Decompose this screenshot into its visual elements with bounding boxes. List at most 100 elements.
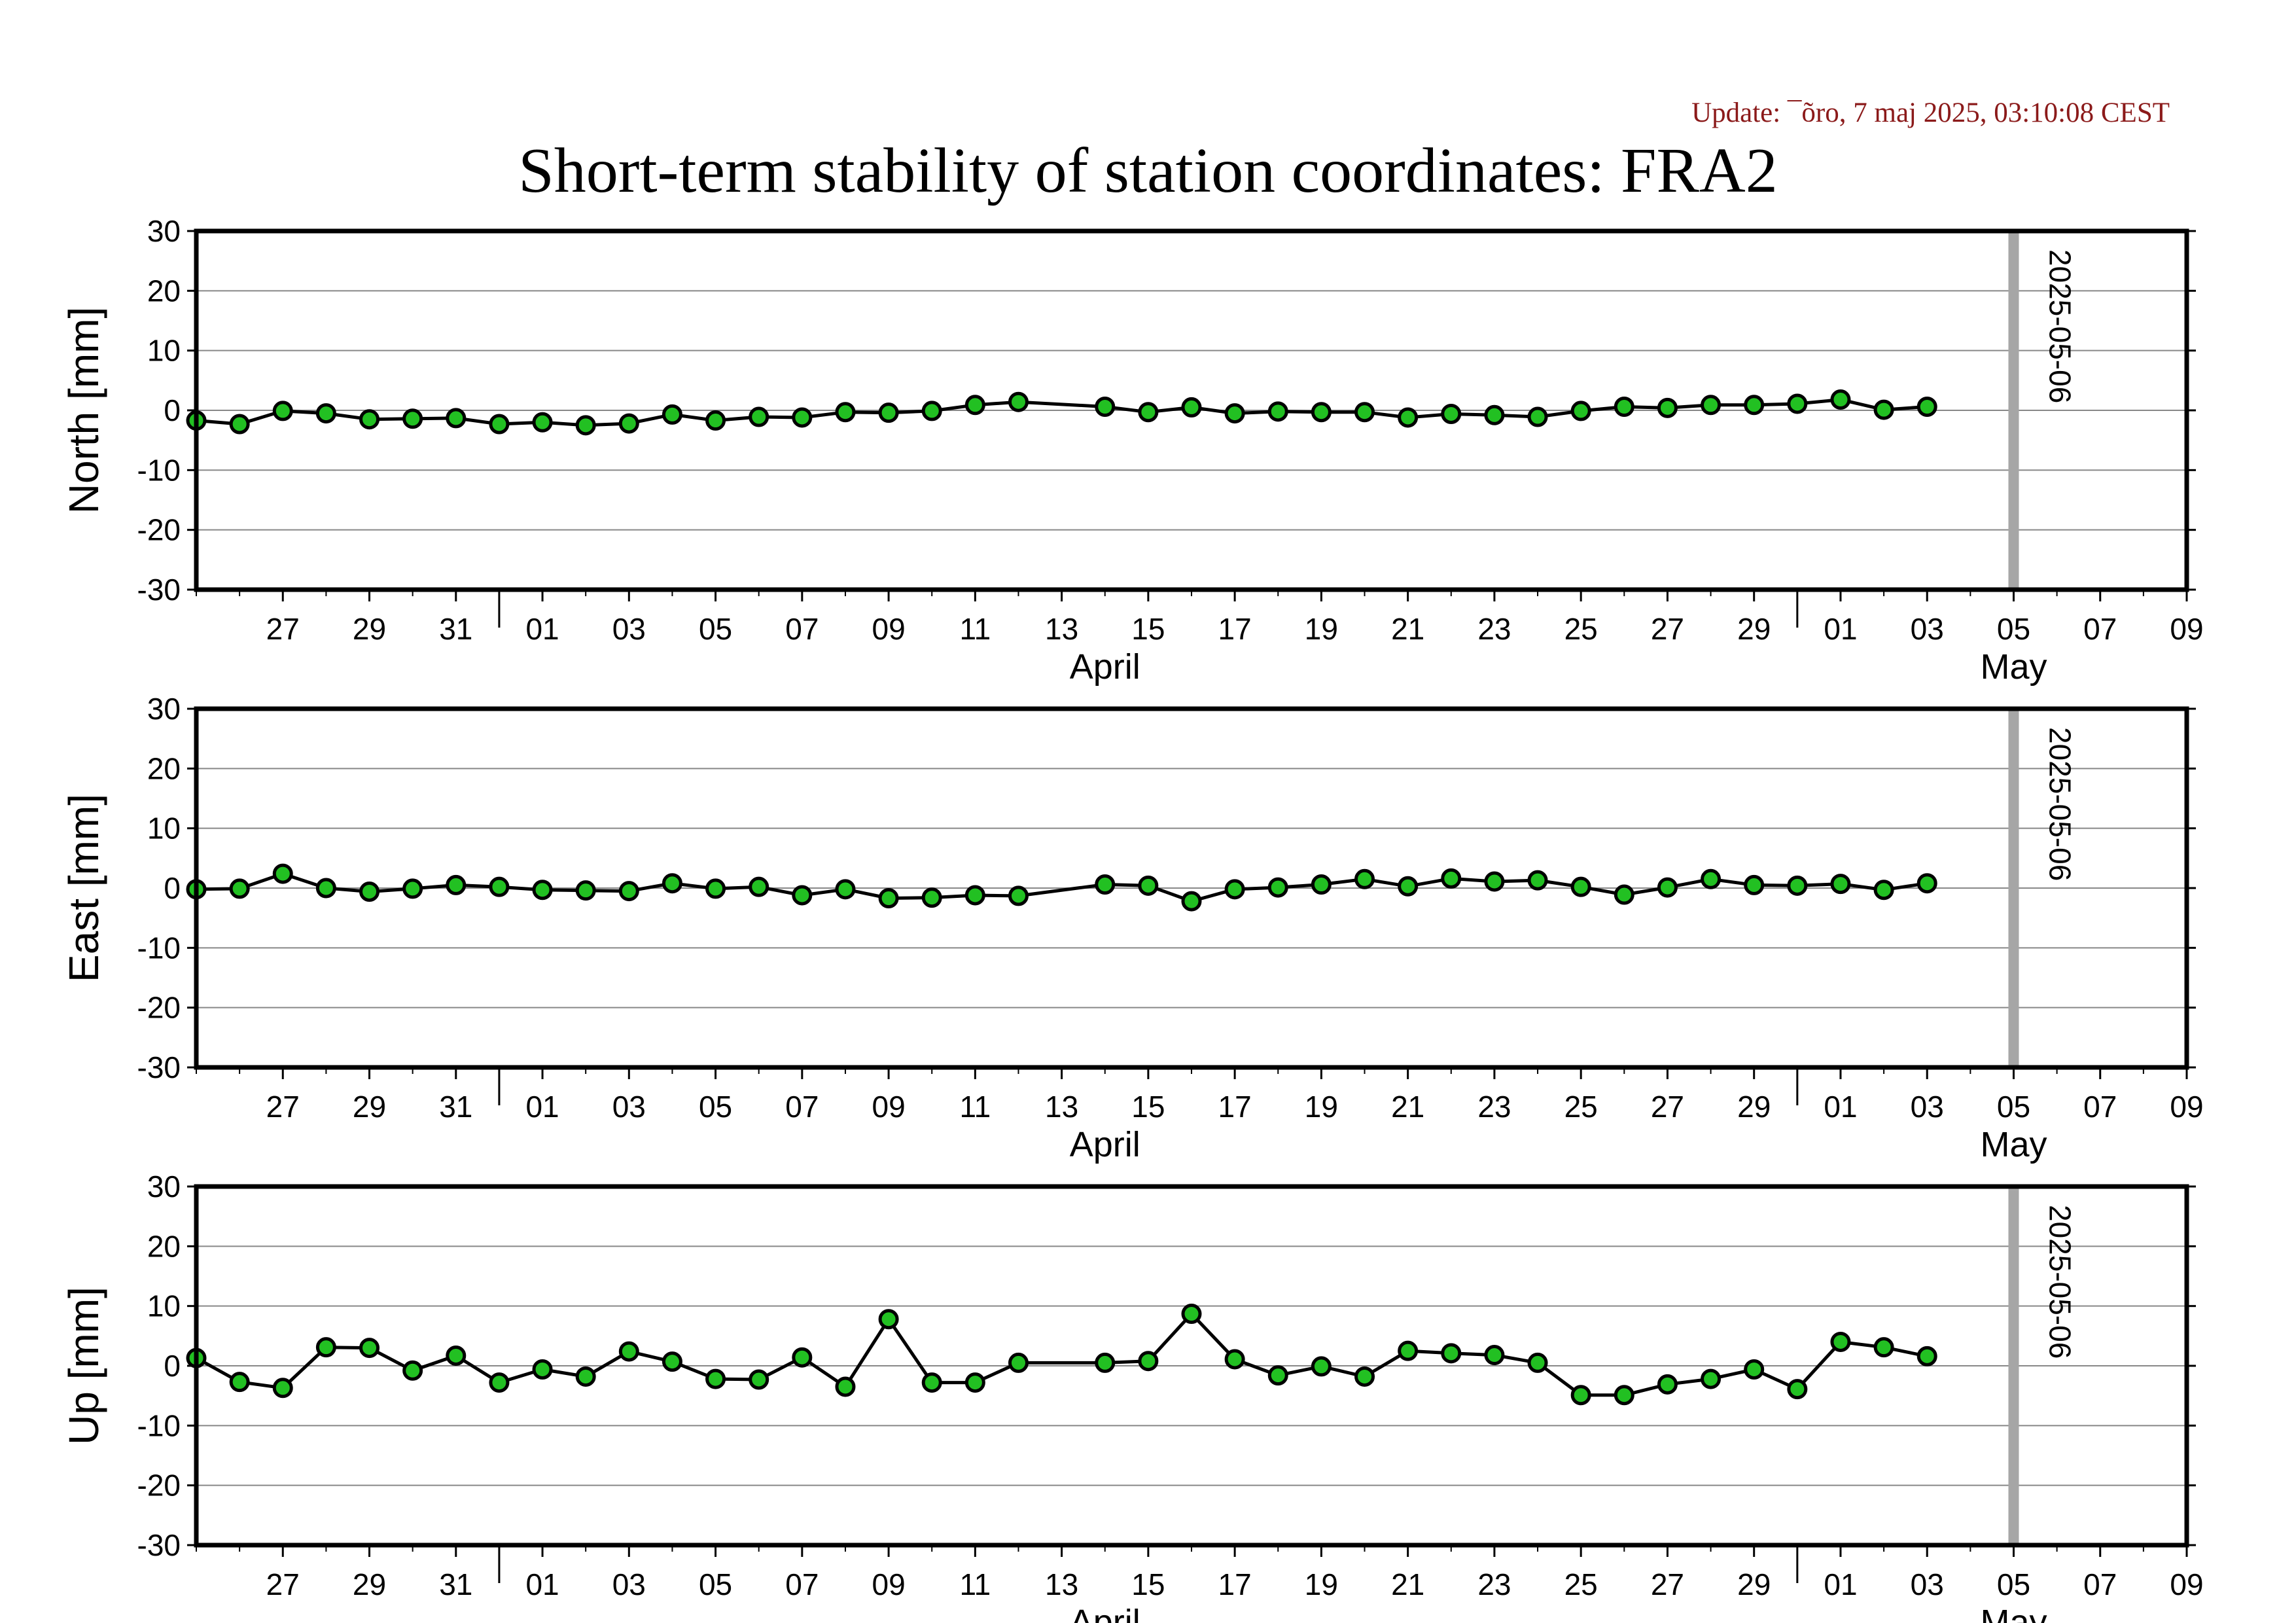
data-point xyxy=(359,1338,380,1359)
data-point xyxy=(1787,875,1808,896)
data-point xyxy=(1484,1345,1505,1366)
x-tick-label: 07 xyxy=(785,1090,819,1124)
y-tick-label: 10 xyxy=(147,334,181,368)
data-point xyxy=(964,1372,985,1393)
x-tick-label: 09 xyxy=(872,612,906,646)
x-tick-label: 05 xyxy=(699,1567,732,1601)
series-line xyxy=(196,398,1928,427)
x-tick-label: 11 xyxy=(959,1567,991,1601)
data-point xyxy=(1873,880,1894,901)
data-point xyxy=(792,1347,813,1368)
data-point xyxy=(272,1378,293,1399)
data-point xyxy=(921,1372,942,1393)
data-point xyxy=(359,409,380,430)
current-date-label: 2025-05-06 xyxy=(2043,727,2077,881)
x-tick-label: 01 xyxy=(525,612,559,646)
x-tick-label: 17 xyxy=(1218,612,1252,646)
data-point xyxy=(532,1359,553,1380)
x-tick-label: 09 xyxy=(872,1090,906,1124)
data-point xyxy=(315,878,336,899)
x-tick-label: 05 xyxy=(1997,1567,2030,1601)
x-tick-label: 03 xyxy=(1911,612,1944,646)
x-tick-label: 23 xyxy=(1477,1567,1511,1601)
data-point xyxy=(1441,1343,1462,1364)
x-tick-label: 19 xyxy=(1305,612,1338,646)
data-point xyxy=(705,1368,726,1389)
data-point xyxy=(1095,1352,1116,1373)
data-point xyxy=(1008,1352,1029,1373)
data-point xyxy=(489,876,510,897)
data-point xyxy=(835,1376,856,1397)
data-point xyxy=(749,876,769,897)
data-point xyxy=(1787,393,1808,414)
x-tick-label: 27 xyxy=(266,612,300,646)
x-tick-label: 03 xyxy=(1911,1567,1944,1601)
data-point xyxy=(446,874,467,895)
x-tick-label: 21 xyxy=(1391,612,1424,646)
x-tick-label: 05 xyxy=(1997,612,2030,646)
x-tick-label: 29 xyxy=(353,1090,386,1124)
data-point xyxy=(229,1372,250,1393)
y-tick-label: 0 xyxy=(164,871,181,905)
y-axis-label: East [mm] xyxy=(60,794,107,982)
x-tick-label: 17 xyxy=(1218,1090,1252,1124)
x-tick-label: 29 xyxy=(353,612,386,646)
data-point xyxy=(489,1372,510,1393)
x-tick-label: 07 xyxy=(785,612,819,646)
data-point xyxy=(1701,1368,1722,1389)
data-point xyxy=(705,410,726,431)
data-point xyxy=(1138,1351,1159,1372)
data-point xyxy=(1873,399,1894,420)
data-point xyxy=(1614,397,1634,418)
x-tick-label: 31 xyxy=(439,612,472,646)
data-point xyxy=(792,885,813,906)
data-point xyxy=(575,880,596,901)
data-point xyxy=(964,885,985,906)
data-point xyxy=(921,401,942,421)
data-point xyxy=(1224,403,1245,424)
month-label: April xyxy=(1070,1125,1140,1164)
data-point xyxy=(662,1351,682,1372)
data-point xyxy=(618,1341,639,1362)
y-tick-label: 30 xyxy=(147,692,181,726)
data-point xyxy=(402,408,423,429)
data-point xyxy=(1916,397,1937,418)
data-point xyxy=(229,414,250,435)
data-point xyxy=(1614,884,1634,905)
x-tick-label: 05 xyxy=(1997,1090,2030,1124)
data-point xyxy=(749,406,769,427)
data-point xyxy=(1398,876,1419,897)
data-point xyxy=(1311,874,1332,895)
data-point xyxy=(1354,402,1375,423)
x-tick-label: 01 xyxy=(525,1090,559,1124)
y-tick-label: 10 xyxy=(147,812,181,846)
data-point xyxy=(272,401,293,421)
data-point xyxy=(1224,879,1245,900)
x-tick-label: 23 xyxy=(1477,1090,1511,1124)
x-tick-label: 27 xyxy=(1651,612,1684,646)
data-point xyxy=(1008,391,1029,412)
data-point xyxy=(1570,1385,1591,1406)
x-tick-label: 29 xyxy=(353,1567,386,1601)
data-point xyxy=(272,863,293,884)
data-point xyxy=(315,1337,336,1358)
plot-frame xyxy=(194,228,2189,592)
x-tick-label: 07 xyxy=(2083,1090,2117,1124)
series-line xyxy=(195,1312,1928,1397)
month-label: April xyxy=(1070,1603,1140,1623)
data-point xyxy=(315,403,336,424)
data-point xyxy=(1614,1385,1634,1406)
x-tick-label: 15 xyxy=(1131,1090,1165,1124)
x-tick-label: 13 xyxy=(1045,1567,1078,1601)
y-tick-label: -30 xyxy=(137,1528,181,1562)
x-tick-label: 25 xyxy=(1564,1090,1598,1124)
data-point xyxy=(1527,406,1548,427)
current-date-label: 2025-05-06 xyxy=(2043,1205,2077,1359)
y-tick-label: -20 xyxy=(137,513,181,547)
data-point xyxy=(1311,1356,1332,1377)
data-point xyxy=(1701,395,1722,416)
x-tick-label: 27 xyxy=(1651,1090,1684,1124)
